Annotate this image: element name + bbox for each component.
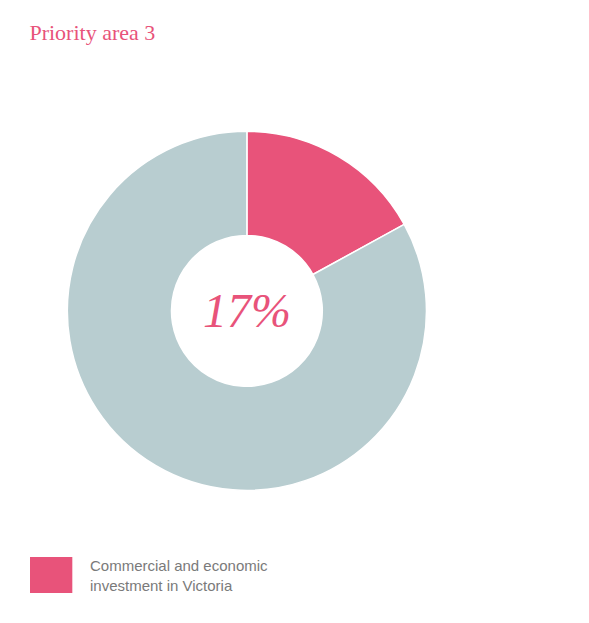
svg-text:Commercial and economicinvestm: Commercial and economicinvestment in Vic…: [90, 557, 268, 594]
svg-text:17%: 17%: [203, 284, 291, 337]
svg-text:Priority area 3: Priority area 3: [29, 20, 155, 45]
